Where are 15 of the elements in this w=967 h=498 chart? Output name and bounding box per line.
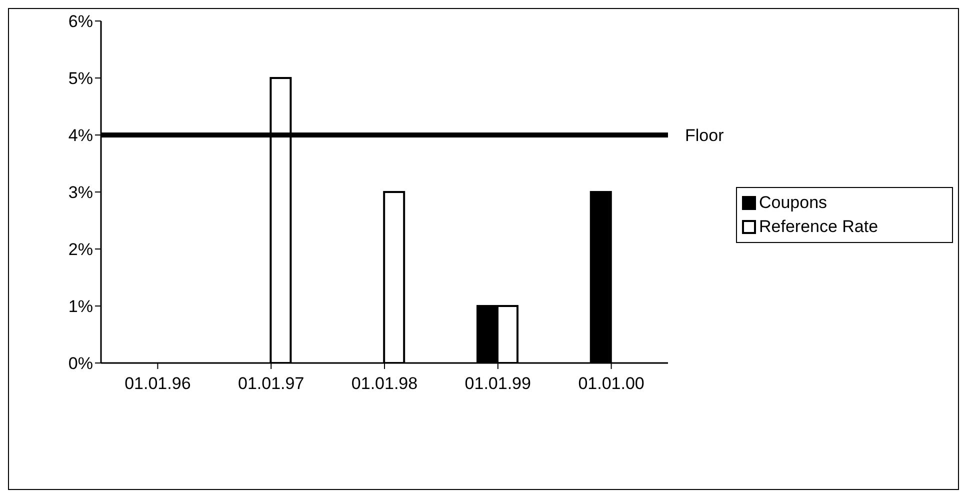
- y-tick-label: 4%: [68, 126, 93, 146]
- y-tick-label: 1%: [68, 297, 93, 316]
- y-tick-label: 0%: [68, 354, 93, 374]
- y-tick-label: 6%: [68, 12, 93, 32]
- x-tick-label: 01.01.98: [351, 374, 418, 394]
- y-tick-label: 5%: [68, 69, 93, 88]
- legend-label: Reference Rate: [759, 217, 878, 237]
- y-tick-label: 3%: [68, 183, 93, 202]
- x-tick-label: 01.01.99: [464, 374, 531, 394]
- legend-label: Coupons: [759, 193, 828, 213]
- x-tick-label: 01.01.96: [124, 374, 191, 394]
- x-tick-label: 01.01.00: [578, 374, 644, 394]
- y-tick-label: 2%: [68, 240, 93, 260]
- x-tick-label: 01.01.97: [238, 374, 304, 394]
- ref-line-label: Floor: [685, 126, 724, 146]
